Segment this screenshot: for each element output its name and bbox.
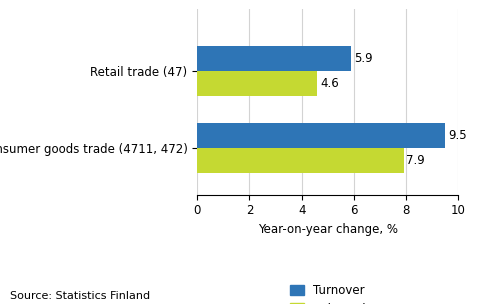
- Text: 4.6: 4.6: [320, 77, 339, 90]
- X-axis label: Year-on-year change, %: Year-on-year change, %: [258, 223, 398, 236]
- Bar: [197, 71, 317, 96]
- Text: 9.5: 9.5: [448, 129, 467, 142]
- Text: Source: Statistics Finland: Source: Statistics Finland: [10, 291, 150, 301]
- Bar: [197, 123, 446, 148]
- Text: 7.9: 7.9: [406, 154, 425, 167]
- Text: 5.9: 5.9: [354, 52, 373, 65]
- Legend: Turnover, Sales volume: Turnover, Sales volume: [290, 284, 392, 304]
- Bar: [197, 148, 404, 173]
- Bar: [197, 46, 352, 71]
